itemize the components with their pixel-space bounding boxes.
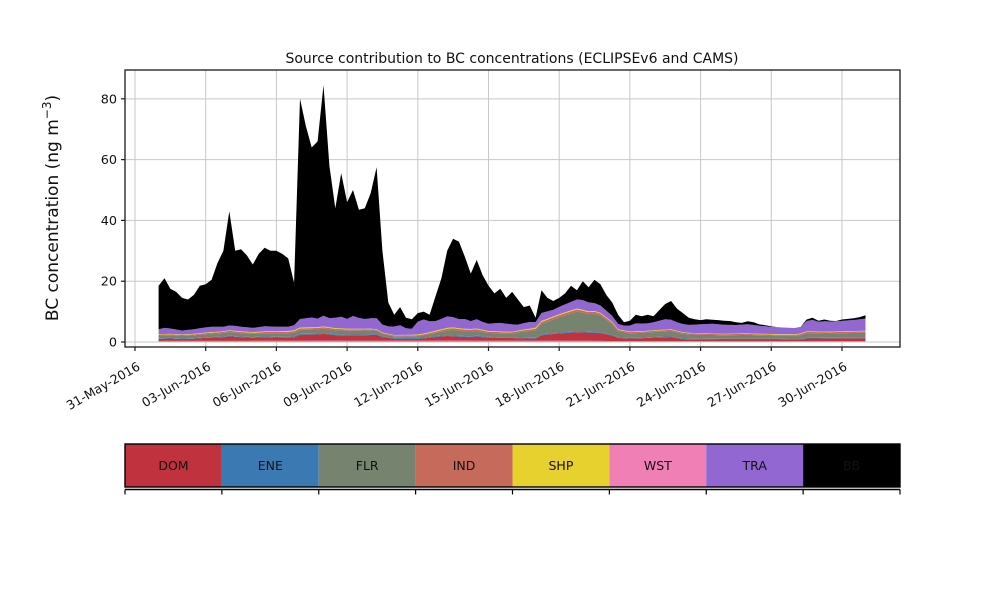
x-tick-label: 31-May-2016 [64,359,143,413]
y-tick-label: 80 [101,92,117,107]
legend-label-BB: BB [843,458,860,473]
legend-swatch-WST [609,444,707,487]
x-tick-label: 30-Jun-2016 [775,359,849,410]
axes-layer: 0 20 40 60 80 31-May-201603-Jun-201606-Jun-20… [64,69,901,413]
legend-swatch-SHP [512,444,610,487]
legend-border [124,443,901,488]
legend: DOM ENE FLR IND SHP WST TRA BB [124,443,901,495]
legend-swatch-TRA [706,444,804,487]
area-layer-DOM [158,332,866,341]
area-layer-TRA [158,299,866,335]
x-tick-label: 03-Jun-2016 [139,359,213,410]
legend-label-TRA: TRA [742,458,768,473]
area-layer-ENE [158,331,866,340]
x-tick-label: 27-Jun-2016 [705,359,779,410]
area-layer-FLR [158,311,866,339]
plot-border [124,69,901,348]
legend-swatch-FLR [318,444,416,487]
legend-swatch-BB [803,444,900,487]
legend-label-SHP: SHP [549,458,574,473]
chart-title: Source contribution to BC concentrations… [285,51,738,67]
y-tick-label: 40 [101,214,117,229]
x-tick-label: 09-Jun-2016 [280,359,354,410]
y-axis-label-end: ) [43,95,63,102]
x-tick-label: 21-Jun-2016 [563,359,637,410]
x-tick-label: 24-Jun-2016 [634,359,708,410]
legend-label-DOM: DOM [158,458,188,473]
area-layer-IND [158,309,866,337]
y-tick-label: 0 [109,336,117,351]
y-axis-label-superscript: −3 [40,101,54,119]
legend-label-IND: IND [453,458,476,473]
y-tick-label: 60 [101,153,117,168]
x-tick-label: 12-Jun-2016 [351,359,425,410]
x-tick-label: 15-Jun-2016 [422,359,496,410]
area-layer-SHP [158,308,866,336]
legend-swatch-ENE [221,444,319,487]
legend-swatch-IND [415,444,513,487]
x-tick-label: 06-Jun-2016 [210,359,284,410]
area-layer-BB [158,85,866,331]
x-tick-label: 18-Jun-2016 [493,359,567,410]
y-axis-label-main: BC concentration (ng m [43,119,63,321]
legend-label-FLR: FLR [356,458,379,473]
area-layer-WST [158,340,866,342]
y-axis-label: BC concentration (ng m−3) [40,95,63,321]
legend-label-ENE: ENE [258,458,283,473]
legend-swatch-DOM [125,444,222,487]
grid-layer [125,70,900,347]
legend-label-WST: WST [644,458,672,473]
y-tick-label: 20 [101,275,117,290]
stacked-areas-layer [158,85,866,342]
